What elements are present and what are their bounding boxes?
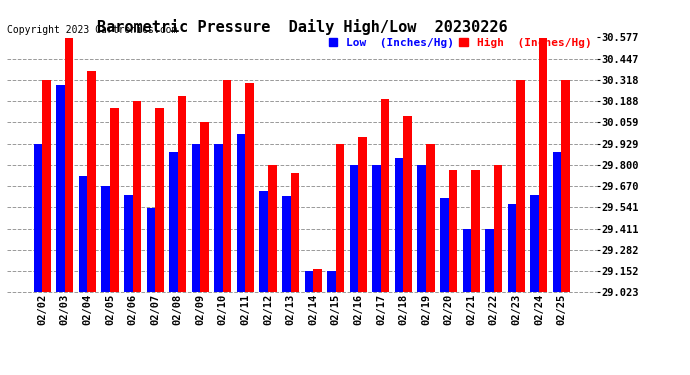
Bar bbox=[516, 80, 525, 292]
Bar bbox=[110, 108, 119, 292]
Bar bbox=[215, 144, 223, 292]
Bar bbox=[494, 165, 502, 292]
Bar bbox=[34, 144, 42, 292]
Text: Copyright 2023 Cartronics.com: Copyright 2023 Cartronics.com bbox=[7, 25, 177, 35]
Bar bbox=[508, 204, 516, 292]
Bar bbox=[313, 269, 322, 292]
Bar bbox=[404, 116, 412, 292]
Bar bbox=[539, 38, 547, 292]
Bar bbox=[440, 198, 449, 292]
Bar bbox=[395, 158, 404, 292]
Bar bbox=[350, 165, 358, 292]
Bar bbox=[132, 101, 141, 292]
Bar bbox=[426, 144, 435, 292]
Title: Barometric Pressure  Daily High/Low  20230226: Barometric Pressure Daily High/Low 20230… bbox=[97, 19, 507, 35]
Bar bbox=[192, 144, 200, 292]
Bar bbox=[57, 85, 65, 292]
Bar bbox=[381, 99, 389, 292]
Bar bbox=[223, 80, 231, 292]
Bar bbox=[42, 80, 51, 292]
Bar bbox=[531, 195, 539, 292]
Bar bbox=[485, 229, 494, 292]
Bar bbox=[358, 137, 367, 292]
Bar bbox=[282, 196, 290, 292]
Bar bbox=[327, 272, 336, 292]
Bar bbox=[448, 170, 457, 292]
Bar bbox=[169, 152, 178, 292]
Bar bbox=[178, 96, 186, 292]
Bar bbox=[88, 72, 96, 292]
Bar bbox=[237, 134, 246, 292]
Legend: Low  (Inches/Hg), High  (Inches/Hg): Low (Inches/Hg), High (Inches/Hg) bbox=[328, 38, 591, 48]
Bar bbox=[471, 170, 480, 292]
Bar bbox=[462, 229, 471, 292]
Bar bbox=[146, 208, 155, 292]
Bar bbox=[200, 123, 209, 292]
Bar bbox=[155, 108, 164, 292]
Bar bbox=[336, 144, 344, 292]
Bar bbox=[562, 80, 570, 292]
Bar bbox=[290, 173, 299, 292]
Bar bbox=[246, 83, 254, 292]
Bar bbox=[304, 272, 313, 292]
Bar bbox=[417, 165, 426, 292]
Bar bbox=[259, 191, 268, 292]
Bar bbox=[101, 186, 110, 292]
Bar bbox=[268, 165, 277, 292]
Bar bbox=[79, 177, 88, 292]
Bar bbox=[373, 165, 381, 292]
Bar bbox=[65, 38, 73, 292]
Bar bbox=[553, 152, 562, 292]
Bar bbox=[124, 195, 132, 292]
